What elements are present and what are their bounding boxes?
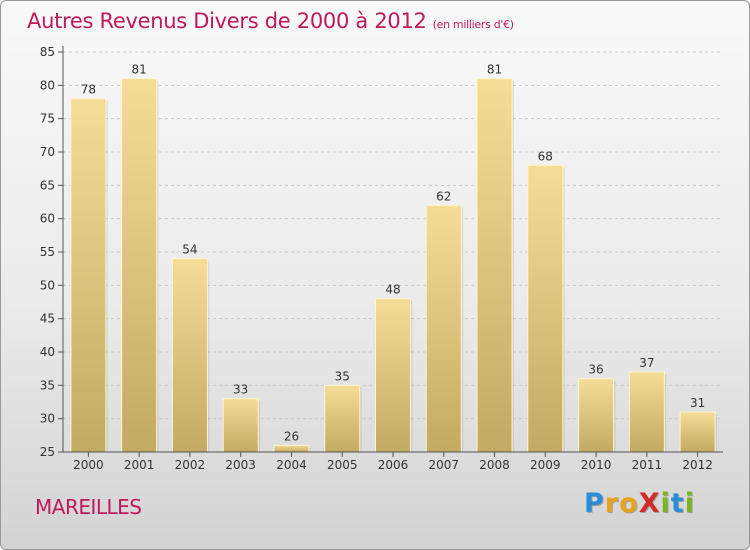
- x-tick-label: 2001: [124, 458, 155, 472]
- bar: [171, 258, 208, 453]
- bar-value-label: 36: [588, 363, 603, 377]
- proxiti-logo[interactable]: ProXiti: [584, 488, 695, 519]
- x-tick-label: 2009: [530, 458, 561, 472]
- logo-letter: i: [684, 488, 695, 519]
- logo-letter: t: [670, 488, 685, 519]
- bar: [425, 204, 462, 453]
- bar: [70, 98, 107, 453]
- bar-value-label: 62: [436, 189, 451, 203]
- logo-letter: i: [660, 488, 671, 519]
- bar: [324, 384, 361, 453]
- y-tick-label: 80: [40, 78, 55, 92]
- x-tick-label: 2010: [581, 458, 612, 472]
- logo-letter: P: [584, 488, 605, 519]
- bar-value-label: 68: [538, 149, 553, 163]
- chart-subtitle: (en milliers d'€): [432, 18, 514, 31]
- chart-title-text: Autres Revenus Divers de 2000 à 2012: [27, 9, 427, 33]
- x-tick-label: 2004: [276, 458, 307, 472]
- y-tick-label: 50: [40, 278, 55, 292]
- bar: [578, 378, 615, 453]
- bar: [679, 411, 716, 453]
- y-tick-label: 75: [40, 112, 55, 126]
- logo-letter: o: [619, 488, 639, 519]
- x-tick-label: 2005: [327, 458, 358, 472]
- y-tick-label: 45: [40, 312, 55, 326]
- x-tick-label: 2012: [682, 458, 713, 472]
- x-tick-label: 2003: [225, 458, 256, 472]
- bar: [222, 398, 259, 453]
- bar: [121, 78, 158, 453]
- x-tick-label: 2011: [632, 458, 663, 472]
- bar-value-label: 37: [639, 356, 654, 370]
- chart-title: Autres Revenus Divers de 2000 à 2012 (en …: [27, 9, 514, 33]
- x-tick-label: 2000: [73, 458, 104, 472]
- bar: [476, 78, 513, 453]
- y-tick-label: 60: [40, 212, 55, 226]
- x-tick-label: 2002: [175, 458, 206, 472]
- bars: 78 81 54 33 26 35 48 62 81 68 36 37 31: [70, 63, 718, 453]
- y-tick-label: 35: [40, 378, 55, 392]
- x-tick-label: 2006: [378, 458, 409, 472]
- bar-value-label: 26: [284, 429, 299, 443]
- bar-value-label: 54: [182, 243, 197, 257]
- bar-value-label: 81: [487, 63, 502, 77]
- bar: [375, 298, 411, 453]
- logo-letter: r: [604, 488, 620, 519]
- bar-value-label: 33: [233, 383, 248, 397]
- location-name: MAREILLES: [35, 495, 142, 519]
- x-tick-label: 2007: [428, 458, 459, 472]
- y-tick-label: 30: [40, 412, 55, 426]
- x-tick-label: 2008: [479, 458, 510, 472]
- bar-value-label: 81: [132, 63, 147, 77]
- bar-value-label: 35: [335, 369, 350, 383]
- bar: [527, 164, 564, 453]
- bar: [628, 371, 665, 453]
- y-tick-label: 70: [40, 145, 55, 159]
- y-tick-label: 40: [40, 345, 55, 359]
- axes: 25 30 35 40 45 50 55 60 65 70 75 80 85 2000 2001 2002 20…: [40, 45, 723, 472]
- bar: [273, 444, 310, 453]
- y-tick-label: 55: [40, 245, 55, 259]
- bar-value-label: 31: [690, 396, 705, 410]
- y-tick-label: 25: [40, 445, 55, 459]
- bar-value-label: 78: [81, 83, 96, 97]
- y-tick-label: 65: [40, 178, 55, 192]
- y-tick-label: 85: [40, 45, 55, 59]
- bar-value-label: 48: [385, 283, 400, 297]
- logo-letter: X: [638, 488, 661, 519]
